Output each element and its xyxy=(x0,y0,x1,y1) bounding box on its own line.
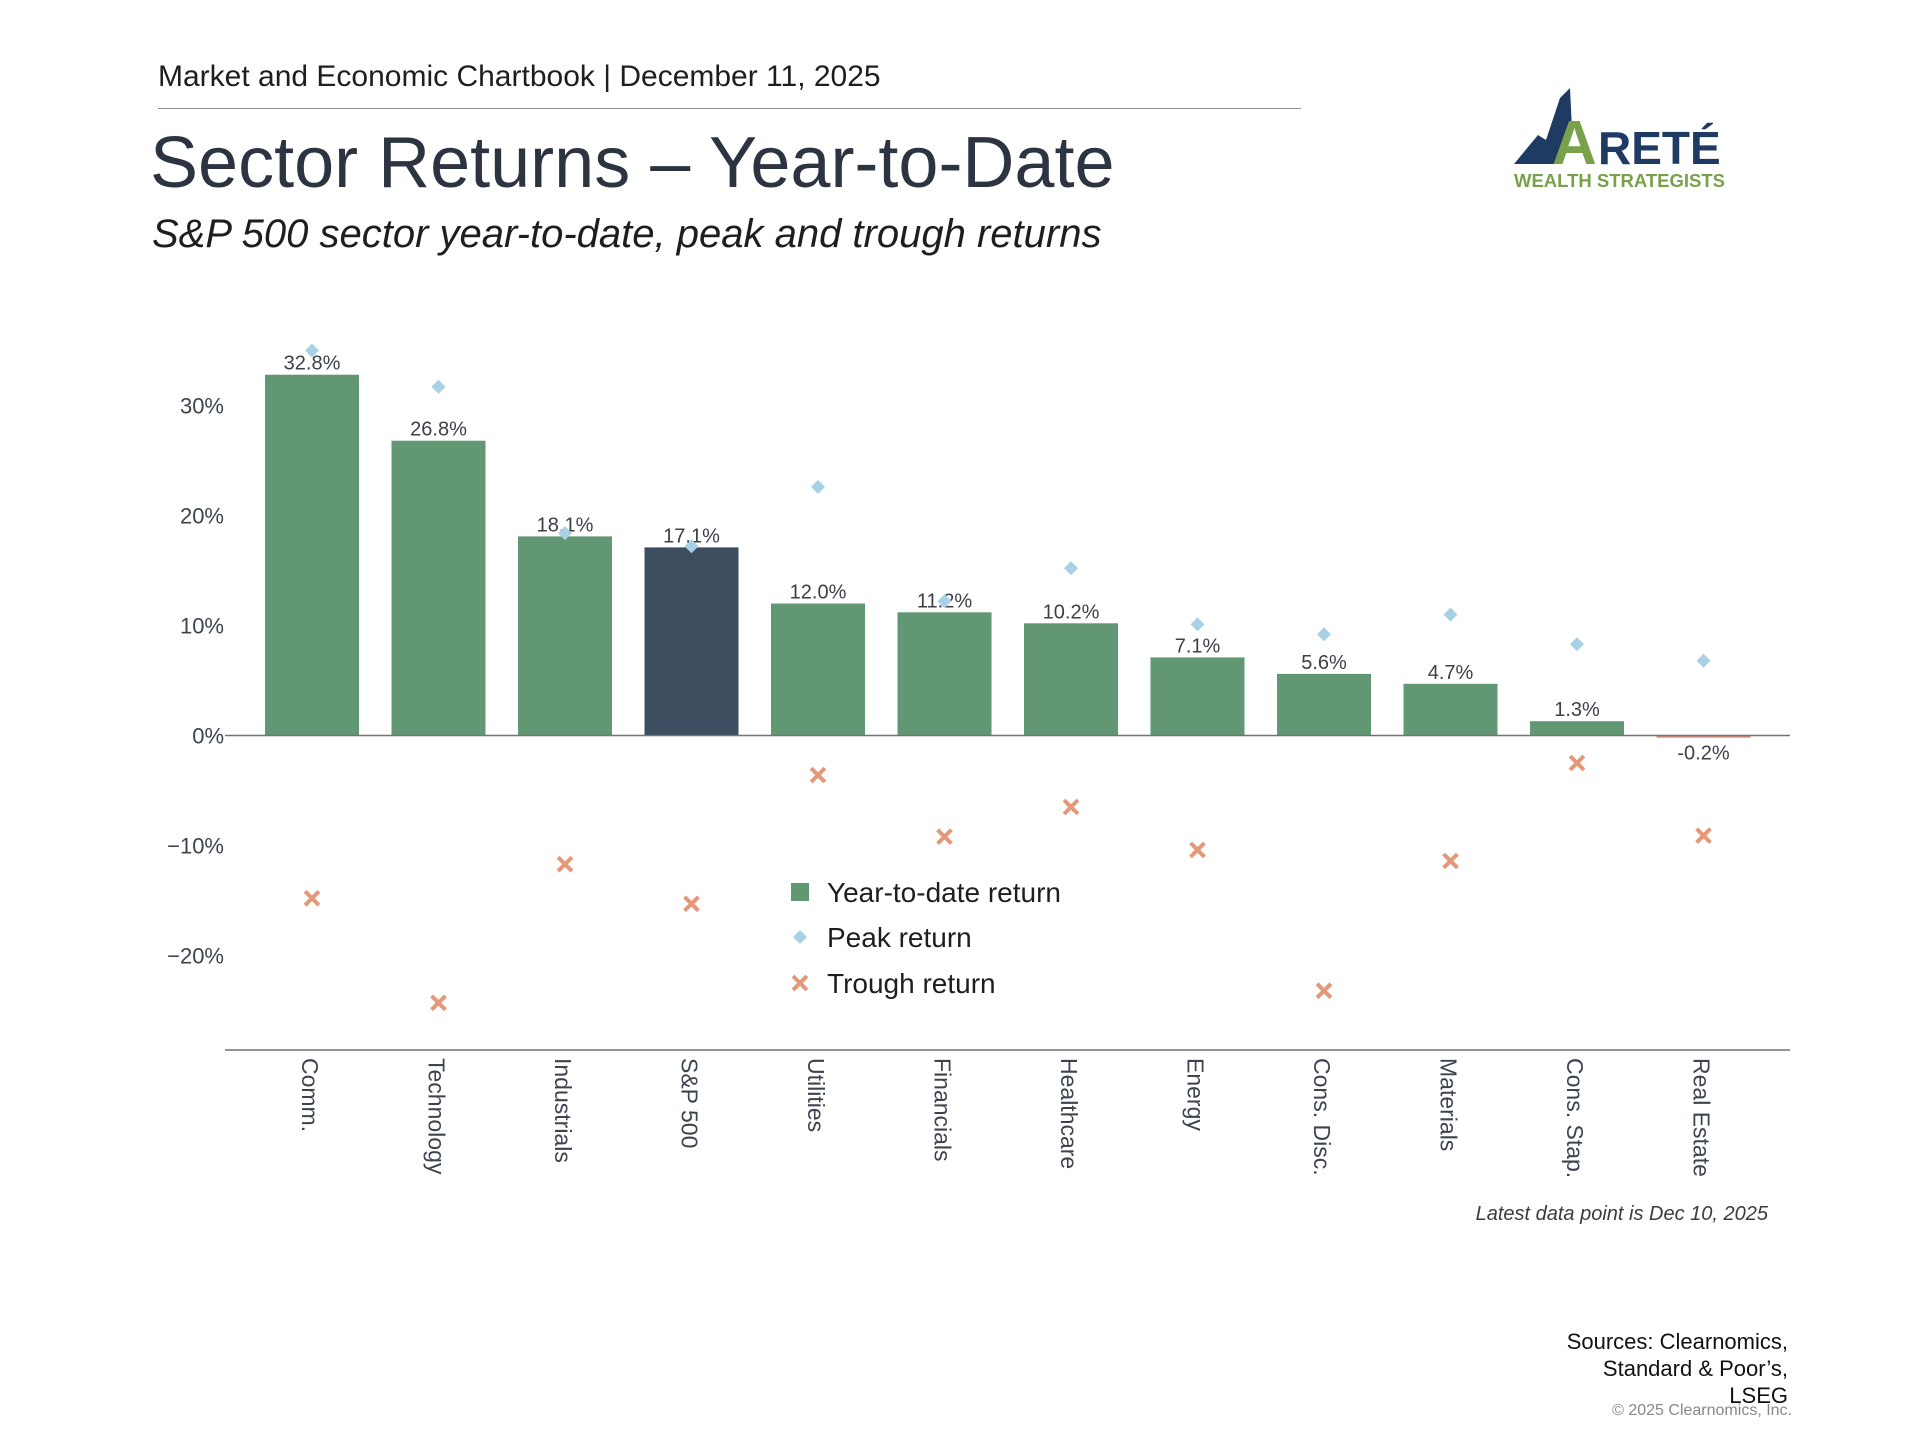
trough-marker xyxy=(303,889,321,907)
data-label: 5.6% xyxy=(1301,652,1347,674)
data-label: 1.3% xyxy=(1554,699,1600,721)
data-labels-layer: 32.8%26.8%18.1%17.1%12.0%11.2%10.2%7.1%5… xyxy=(284,353,1730,765)
peak-marker xyxy=(684,539,699,554)
x-category-label: S&P 500 xyxy=(677,1058,703,1148)
trough-marker xyxy=(430,994,447,1012)
source-line: Standard & Poor’s, xyxy=(1602,1356,1788,1381)
bar-ytd-return xyxy=(1656,735,1751,738)
bar-ytd-return xyxy=(265,374,359,736)
bar-ytd-return xyxy=(391,440,486,736)
bar-ytd-return xyxy=(1530,721,1624,736)
bar-ytd-return xyxy=(1150,657,1245,736)
bar-ytd-return xyxy=(518,536,612,736)
peak-marker xyxy=(1696,653,1711,668)
data-label: 7.1% xyxy=(1175,635,1221,657)
x-category-label: Cons. Disc. xyxy=(1309,1058,1335,1176)
peak-marker xyxy=(1317,627,1331,642)
arete-logo: A RETÉ WEALTH STRATEGISTS xyxy=(1514,88,1725,191)
data-label: 10.2% xyxy=(1043,601,1100,623)
x-category-label: Materials xyxy=(1436,1058,1462,1151)
markers-layer xyxy=(303,343,1712,1012)
y-tick-label: −10% xyxy=(167,834,224,859)
x-category-label: Energy xyxy=(1183,1058,1209,1131)
peak-marker xyxy=(1443,607,1458,622)
sources-note: Sources: Clearnomics, Standard & Poor’s,… xyxy=(1488,1328,1788,1409)
trough-marker xyxy=(1189,841,1206,859)
peak-marker xyxy=(1064,561,1078,576)
y-tick-label: 0% xyxy=(192,724,224,749)
peak-marker xyxy=(937,594,952,609)
y-tick-label: 30% xyxy=(180,394,224,419)
trough-marker xyxy=(1315,982,1333,1000)
data-label: 4.7% xyxy=(1428,662,1474,684)
peak-marker xyxy=(431,379,446,394)
peak-marker xyxy=(558,526,572,541)
bar-ytd-return xyxy=(644,547,739,736)
trough-marker xyxy=(1568,754,1586,772)
trough-marker xyxy=(556,855,574,873)
page-title: Sector Returns – Year-to-Date xyxy=(150,123,1115,203)
x-category-label: Cons. Stap. xyxy=(1562,1058,1588,1178)
header-divider xyxy=(158,108,1301,109)
logo-initial: A xyxy=(1552,109,1597,178)
legend-label: Year-to-date return xyxy=(827,877,1061,908)
y-tick-label: −20% xyxy=(167,944,224,969)
x-category-label: Healthcare xyxy=(1056,1058,1082,1169)
legend-swatch-trough xyxy=(791,974,809,992)
copyright: © 2025 Clearnomics, Inc. xyxy=(1612,1402,1792,1419)
trough-marker xyxy=(1695,827,1712,844)
trough-marker xyxy=(936,828,953,846)
bar-ytd-return xyxy=(1277,673,1371,736)
peak-marker xyxy=(811,479,825,494)
data-label: 26.8% xyxy=(410,419,467,441)
peak-marker xyxy=(1570,637,1584,652)
x-category-label: Financials xyxy=(930,1058,956,1162)
data-label: -0.2% xyxy=(1677,743,1729,765)
axes-layer: 30% 20% 10% 0% −10% −20% Comm. Technology Indust… xyxy=(167,394,1790,1178)
bar-ytd-return xyxy=(897,612,992,736)
legend-label: Trough return xyxy=(827,968,996,999)
legend-swatch-peak xyxy=(793,930,807,944)
legend-swatch-ytd xyxy=(791,883,809,901)
source-line: Sources: Clearnomics, xyxy=(1566,1329,1788,1354)
chartbook-header: Market and Economic Chartbook | December… xyxy=(158,60,881,93)
data-label: 12.0% xyxy=(790,582,847,604)
x-category-label: Real Estate xyxy=(1689,1058,1715,1177)
peak-marker xyxy=(1190,617,1205,632)
page-subtitle: S&P 500 sector year-to-date, peak and tr… xyxy=(152,212,1102,256)
x-category-label: Comm. xyxy=(297,1058,323,1132)
data-label: 18.1% xyxy=(537,514,594,536)
logo-wordmark: RETÉ xyxy=(1598,122,1721,174)
logo-tagline: WEALTH STRATEGISTS xyxy=(1514,170,1725,191)
data-label: 32.8% xyxy=(284,353,341,375)
y-tick-label: 20% xyxy=(180,504,224,529)
legend: Year-to-date return Peak return Trough ret… xyxy=(791,877,1061,999)
trough-marker xyxy=(809,766,827,784)
x-category-label: Technology xyxy=(424,1058,450,1175)
trough-marker xyxy=(1442,852,1459,870)
source-line: LSEG xyxy=(1729,1383,1788,1408)
latest-data-note: Latest data point is Dec 10, 2025 xyxy=(1475,1203,1768,1225)
x-category-label: Utilities xyxy=(803,1058,829,1132)
x-category-label: Industrials xyxy=(550,1058,576,1163)
bars-layer xyxy=(265,374,1751,738)
trough-marker xyxy=(683,895,700,913)
legend-label: Peak return xyxy=(827,922,972,953)
data-label: 17.1% xyxy=(663,525,720,547)
y-tick-label: 10% xyxy=(180,614,224,639)
trough-marker xyxy=(1062,798,1080,816)
bar-ytd-return xyxy=(771,603,865,736)
logo-mountain xyxy=(1514,88,1572,164)
bar-ytd-return xyxy=(1024,623,1118,736)
peak-marker xyxy=(305,343,319,358)
bar-ytd-return xyxy=(1403,683,1498,736)
